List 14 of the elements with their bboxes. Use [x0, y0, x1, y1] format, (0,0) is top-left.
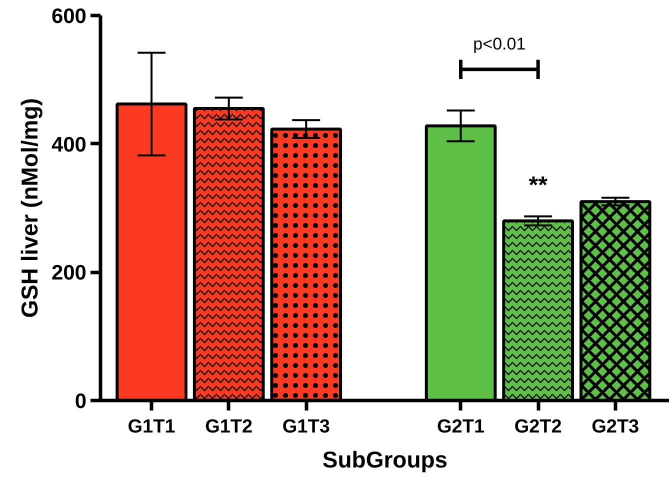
x-tick-label: G1T1 — [128, 416, 176, 438]
annotation: p<0.01 — [473, 34, 526, 54]
x-tick-label: G1T2 — [205, 416, 253, 438]
annotation: ** — [528, 172, 548, 199]
x-tick-label: G2T1 — [437, 416, 485, 438]
x-axis-title: SubGroups — [322, 446, 448, 472]
y-tick-label: 200 — [51, 262, 87, 285]
x-tick-label: G1T3 — [282, 416, 330, 438]
y-axis-title: GSH liver (nMol/mg) — [16, 98, 42, 318]
y-tick-label: 0 — [74, 390, 87, 413]
x-tick-label: G2T3 — [592, 416, 640, 438]
x-tick-label: G2T2 — [514, 416, 562, 438]
y-tick-label: 400 — [51, 133, 87, 156]
y-tick-label: 600 — [51, 5, 87, 28]
